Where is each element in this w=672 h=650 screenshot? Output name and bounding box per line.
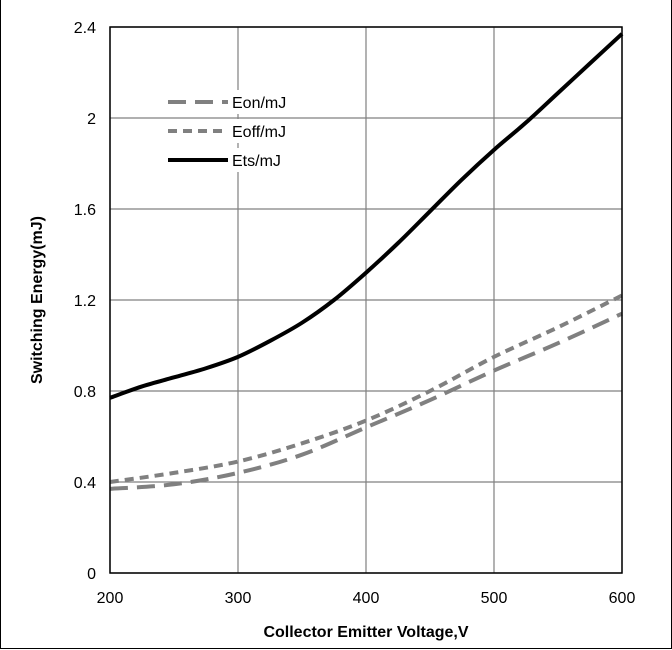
series-line-ets-mj: [109, 32, 624, 400]
x-tick-label: 200: [97, 590, 124, 607]
tick-labels: 200 300 400 500 600 0 0.4 0.8 1.2 1.6 2 2.4: [74, 20, 636, 607]
x-tick-label: 500: [481, 590, 508, 607]
y-tick-label: 1.6: [74, 202, 96, 219]
x-tick-label: 300: [225, 590, 252, 607]
legend-label: Eoff/mJ: [232, 124, 286, 141]
legend-label: Ets/mJ: [232, 153, 281, 170]
y-tick-label: 1.2: [74, 293, 96, 310]
series-line-eon-mj: [109, 311, 623, 491]
y-tick-label: 0: [87, 566, 96, 583]
x-tick-label: 600: [609, 590, 636, 607]
y-tick-label: 0.8: [74, 384, 96, 401]
legend: Eon/mJ Eoff/mJ Ets/mJ: [164, 90, 304, 172]
x-tick-label: 400: [353, 590, 380, 607]
y-tick-label: 2: [87, 111, 96, 128]
plot-area: [109, 26, 623, 574]
y-tick-label: 0.4: [74, 475, 96, 492]
series-line-eoff-mj: [109, 293, 623, 484]
legend-label: Eon/mJ: [232, 95, 286, 112]
y-tick-label: 2.4: [74, 20, 96, 37]
legend-bg: [164, 90, 304, 114]
x-axis-title: Collector Emitter Voltage,V: [263, 624, 468, 641]
y-axis-title: Switching Energy(mJ): [29, 216, 46, 384]
series-layer: [109, 32, 624, 491]
